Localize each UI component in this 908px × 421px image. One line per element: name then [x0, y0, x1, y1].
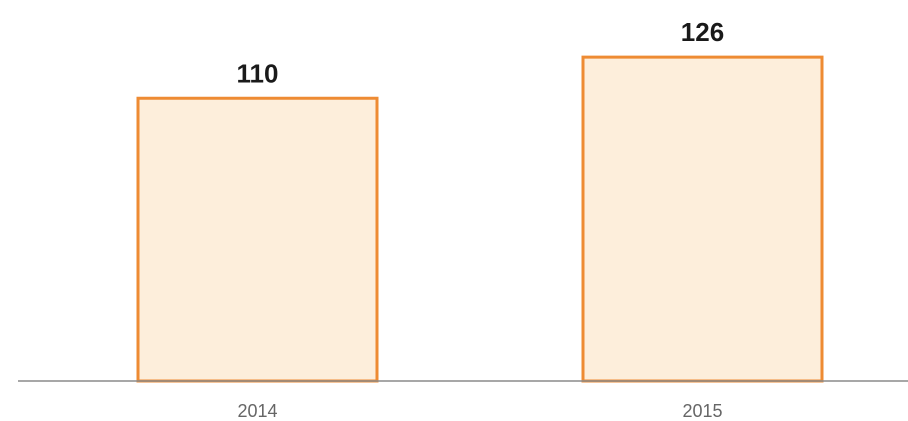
- tick-labels-group: 2014 2015: [237, 401, 722, 421]
- tick-label-2014: 2014: [237, 401, 277, 421]
- bars-group: [136, 55, 824, 383]
- bar-2014: [136, 96, 379, 383]
- value-labels-group: 110 126: [237, 17, 725, 88]
- bar-2015: [581, 55, 824, 383]
- value-label-2015: 126: [681, 17, 724, 47]
- value-label-2014: 110: [237, 58, 279, 88]
- tick-label-2015: 2015: [682, 401, 722, 421]
